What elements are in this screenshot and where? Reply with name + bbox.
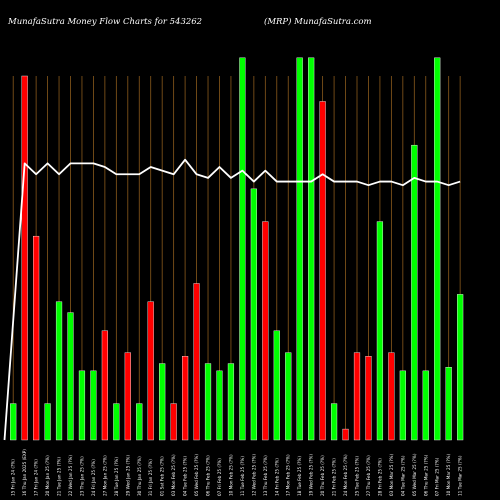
bar	[376, 221, 384, 441]
x-tick-label: 12 Wed Feb 25 (?%)	[251, 454, 256, 496]
chart-title: MunafaSutra Money Flow Charts for 543262	[7, 17, 202, 27]
bar	[239, 57, 246, 441]
bar	[457, 294, 464, 441]
x-tick-label: 05 Wed Feb 25 (?%)	[194, 454, 199, 496]
x-tick-label: 07 Fri Mar 25 (?%)	[435, 457, 440, 496]
x-tick-label: 11 Tue Mar 25 (?%)	[458, 455, 463, 496]
x-tick-label: 13 Thu Feb 25 (?%)	[263, 455, 268, 496]
x-tick-label: 03 Mon Mar 25 (?%)	[389, 453, 394, 496]
bar	[216, 370, 223, 441]
bar	[422, 370, 429, 441]
x-tick-label: 24 Mon Feb 25 (?%)	[343, 454, 348, 496]
bar	[90, 370, 97, 441]
bar	[308, 57, 315, 441]
x-tick-label: 21 Fri Feb 25 (?%)	[332, 458, 337, 496]
bar	[330, 403, 338, 441]
x-tick-label: 20 Mon Jan 25 (?%)	[45, 455, 50, 496]
x-tick-label: 06 Thu Mar 25 (?%)	[423, 454, 428, 496]
x-tick-labels: 15 Fri Jan 24 (?%) 16 Thu Jan 2025 (EXP) 1…	[11, 449, 463, 496]
x-tick-label: 21 Tue Jan 25 (?%)	[57, 457, 62, 496]
x-tick-label: 30 Thu Jan 25 (?%)	[137, 456, 142, 496]
x-tick-label: 24 Fri Jan 25 (?%)	[91, 459, 96, 496]
x-tick-label: 16 Thu Jan 2025 (EXP)	[22, 449, 27, 496]
x-tick-label: 23 Thu Jan 25 (?%)	[79, 456, 84, 496]
bar	[21, 75, 28, 441]
x-tick-label: 01 Sat Feb 25 (?%)	[160, 456, 165, 496]
x-tick-label: 17 Mon Feb 25 (?%)	[286, 454, 291, 496]
x-tick-label: 04 Tue Mar 25 (?%)	[400, 455, 405, 496]
bar	[250, 188, 257, 441]
bar	[159, 363, 166, 441]
x-tick-label: 31 Fri Jan 25 (?%)	[148, 459, 153, 496]
bar	[342, 428, 349, 441]
x-tick-label: 03 Mon Feb 25 (?%)	[171, 454, 176, 496]
x-tick-label: 28 Fri Feb 25 (?%)	[377, 458, 382, 496]
x-tick-label: 18 Tue Feb 25 (?%)	[297, 456, 302, 496]
bar	[78, 370, 86, 441]
x-tick-label: 22 Wed Jan 25 (?%)	[68, 455, 73, 496]
bar	[33, 235, 40, 441]
bar	[170, 403, 177, 441]
bar	[262, 221, 269, 441]
bar	[181, 356, 189, 441]
x-tick-label: 25 Tue Feb 25 (?%)	[355, 456, 360, 496]
x-tick-label: 14 Fri Feb 25 (?%)	[274, 458, 279, 496]
x-tick-label: 10 Mon Feb 25 (?%)	[228, 454, 233, 496]
bar	[353, 352, 361, 441]
bar	[204, 363, 212, 441]
bar	[227, 363, 235, 441]
x-tick-label: 20 Thu Feb 25 (?%)	[320, 455, 325, 496]
x-tick-label: 06 Thu Feb 25 (?%)	[206, 455, 211, 496]
x-tick-label: 28 Tue Jan 25 (?%)	[114, 457, 119, 496]
bar	[285, 352, 292, 441]
bar	[319, 101, 326, 441]
bar	[10, 403, 17, 441]
flow-line-path	[3, 158, 461, 441]
bar	[44, 403, 51, 441]
bar	[388, 352, 395, 441]
bar	[365, 356, 372, 441]
bar	[399, 370, 406, 441]
bar	[55, 301, 63, 441]
bar	[445, 367, 452, 441]
x-tick-label: 15 Fri Jan 24 (?%)	[11, 459, 16, 496]
flow-line	[3, 158, 461, 441]
bar	[113, 403, 120, 441]
x-tick-label: 19 Wed Feb 25 (?%)	[309, 454, 314, 496]
chart-site-label: (MRP) MunafaSutra.com	[264, 16, 372, 27]
x-tick-label: 05 Wed Mar 25 (?%)	[412, 453, 417, 496]
x-tick-label: 29 Wed Jan 25 (?%)	[125, 455, 130, 496]
x-tick-label: 11 Tue Feb 25 (?%)	[240, 456, 245, 496]
x-tick-label: 27 Thu Feb 25 (?%)	[366, 455, 371, 496]
bar	[296, 57, 303, 441]
bar	[273, 330, 280, 441]
x-tick-label: 10 Mon Mar 25 (?%)	[446, 453, 451, 496]
x-tick-label: 07 Fri Feb 25 (?%)	[217, 458, 222, 496]
bar	[411, 144, 418, 441]
x-tick-label: 27 Mon Jan 25 (?%)	[102, 455, 107, 496]
bar	[434, 57, 441, 441]
bar	[147, 301, 154, 441]
x-tick-label: 17 Fri Jan 24 (?%)	[34, 459, 39, 496]
bar	[193, 283, 200, 441]
bar	[67, 312, 74, 441]
bar	[136, 403, 143, 441]
bar	[101, 330, 108, 441]
bars	[10, 57, 464, 441]
x-tick-label: 04 Tue Feb 25 (?%)	[183, 456, 188, 496]
bar	[124, 352, 131, 441]
